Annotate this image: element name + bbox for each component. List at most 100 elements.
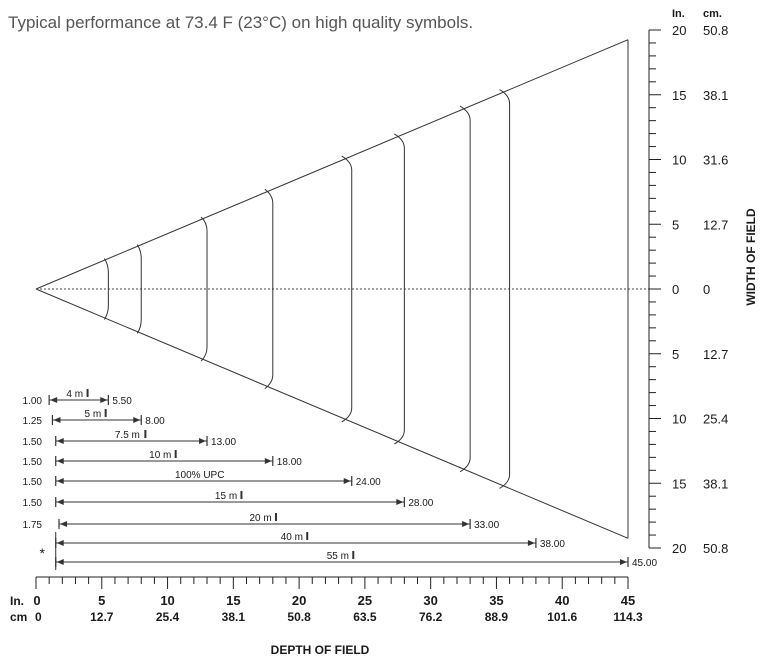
width-tick-label-cm: 38.1 [703,88,728,103]
range-arc [459,105,471,473]
width-tick-label-in: 5 [672,217,679,232]
depth-tick-label-cm: 25.4 [156,610,180,624]
depth-tick-label-in: 30 [423,593,437,608]
range-bar-near-arrow [53,417,61,423]
range-bar-near-arrow [56,458,64,464]
range-arc [200,216,208,362]
range-bar-near-arrow [56,478,64,484]
width-tick-label-in: 10 [672,412,686,427]
depth-axis-unit-cm: cm [10,610,27,624]
range-bars: 4 m 1.00 5.50 5 m 1.25 8.00 7.5 m 1.50 13.00 10 m… [23,389,657,570]
depth-of-field-axis: In. cm 0 0 5 12.7 10 25.4 15 38.1 20 50.8 25 63.5 30 76… [10,576,643,624]
depth-axis-unit-in: In. [10,594,24,608]
width-tick-label-in: 5 [672,347,679,362]
width-tick-label-in: 15 [672,476,686,491]
range-near-value: 1.50 [23,437,43,448]
range-arc [341,155,353,423]
range-label-marker [144,430,147,438]
width-tick-label-in: 20 [672,23,686,38]
range-bar-far-arrow [620,559,627,565]
range-far-value: 13.00 [211,437,236,448]
range-far-value: 28.00 [408,498,433,509]
range-far-value: 33.00 [474,520,499,531]
range-arc [394,133,405,445]
width-tick-label-in: 0 [672,282,679,297]
range-label: 20 m [249,513,271,524]
width-tick-label-in: 10 [672,153,686,168]
range-bar-far-arrow [100,397,108,403]
range-far-value: 5.50 [112,396,132,407]
depth-tick-label-cm: 12.7 [90,610,114,624]
range-label: 55 m [327,551,349,562]
range-label: 5 m [85,409,102,420]
field-lower-edge [35,288,629,539]
range-arc [499,89,511,489]
range-label: 10 m [149,450,171,461]
range-bar-near-arrow [56,438,64,444]
width-axis-unit-in: In. [672,8,685,20]
width-axis-unit-cm: cm. [703,8,722,20]
range-arc [103,258,109,320]
range-label: 7.5 m [115,430,140,441]
range-bar-far-arrow [462,521,470,527]
range-near-value: 1.50 [23,477,43,488]
depth-tick-label-in: 5 [98,593,105,608]
range-bar-near-arrow [56,540,64,546]
range-far-value: 38.00 [540,539,565,550]
range-label-marker [174,450,177,458]
range-label-marker [274,513,277,521]
depth-tick-label-in: 20 [292,593,306,608]
range-near-value: 1.50 [23,498,43,509]
range-bar-far-arrow [199,438,207,444]
range-far-value: 18.00 [277,457,302,468]
range-bar-far-arrow [133,417,141,423]
depth-tick-label-in: 35 [489,593,503,608]
range-label-marker [306,532,309,540]
depth-tick-label-cm: 88.9 [485,610,509,624]
width-tick-label-cm: 31.6 [703,153,728,168]
range-label-marker [240,491,243,499]
range-label: 40 m [281,532,303,543]
range-bar-near-arrow [56,559,64,565]
range-label-marker [352,551,355,559]
range-near-value: 1.75 [23,520,43,531]
width-tick-label-cm: 38.1 [703,476,728,491]
field-upper-edge [35,39,629,290]
caption: Typical performance at 73.4 F (23°C) on … [8,13,473,32]
width-of-field-axis: In. cm. 20 50.8 15 38.1 10 31.6 5 12.7 0 0 5 12.7 10 25… [648,8,728,556]
depth-tick-label-in: 10 [160,593,174,608]
range-near-value: 1.00 [23,396,43,407]
range-far-value: 24.00 [356,477,381,488]
range-far-value: 45.00 [632,558,657,569]
range-bar-near-arrow [56,499,64,505]
range-label-marker [104,409,107,417]
range-arc [264,188,274,390]
depth-tick-label-cm: 50.8 [287,610,311,624]
range-bar-far-arrow [264,458,272,464]
scan-field [35,39,650,539]
range-label: 4 m [66,389,83,400]
range-label: 15 m [215,491,237,502]
depth-tick-label-cm: 63.5 [353,610,377,624]
range-far-value: 8.00 [145,416,165,427]
range-near-value: 1.50 [23,457,43,468]
range-near-value: * [40,545,46,561]
depth-tick-label-cm: 0 [35,610,42,624]
width-axis-title: WIDTH OF FIELD [744,208,758,306]
range-bar-far-arrow [396,499,404,505]
width-tick-label-cm: 12.7 [703,217,728,232]
depth-tick-label-in: 15 [226,593,240,608]
depth-tick-label-cm: 76.2 [419,610,443,624]
depth-tick-label-in: 25 [358,593,372,608]
depth-tick-label-in: 45 [621,593,635,608]
width-tick-label-in: 15 [672,88,686,103]
range-bar-near-arrow [60,521,68,527]
range-near-value: 1.25 [23,416,43,427]
depth-tick-label-in: 0 [33,593,40,608]
width-tick-label-cm: 50.8 [703,23,728,38]
depth-axis-title: DEPTH OF FIELD [271,643,370,657]
width-tick-label-cm: 12.7 [703,347,728,362]
width-tick-label-in: 20 [672,541,686,556]
range-arc [136,244,142,334]
